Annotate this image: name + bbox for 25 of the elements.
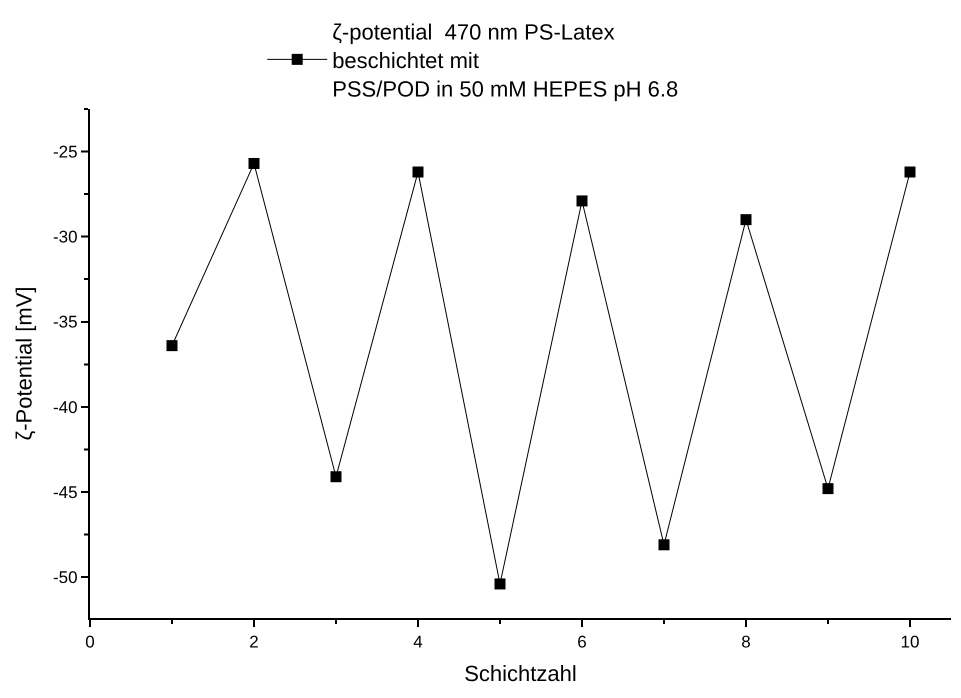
y-tick-label: -25 [53, 142, 78, 162]
point [330, 471, 342, 482]
x-tick-label: 6 [577, 632, 587, 652]
y-tick-label: -40 [53, 398, 78, 417]
x-tick-label: 8 [741, 632, 751, 652]
x-axis-title: Schichtzahl [464, 660, 577, 686]
x-tick-label: 2 [249, 632, 259, 652]
point [740, 214, 752, 226]
point [494, 578, 506, 590]
point [576, 195, 588, 206]
x-tick-label: 0 [85, 632, 95, 652]
point [658, 539, 670, 550]
point [166, 340, 178, 352]
y-tick-label: -50 [53, 568, 78, 588]
point [822, 483, 834, 494]
y-tick-label: -30 [53, 228, 78, 247]
y-tick-label: -35 [53, 312, 78, 332]
y-axis-title: ζ-Potential [mV] [11, 286, 36, 440]
x-tick-label: 4 [413, 632, 423, 652]
point [248, 158, 260, 169]
point [412, 166, 424, 178]
y-tick-label: -45 [53, 482, 78, 502]
x-tick-label: 10 [900, 632, 920, 652]
point [904, 166, 916, 178]
legend-label: ζ-potential 470 nm PS-Latex beschichtet mit PSS/POD in 50 mM HEPES pH 6.8 [332, 19, 678, 102]
